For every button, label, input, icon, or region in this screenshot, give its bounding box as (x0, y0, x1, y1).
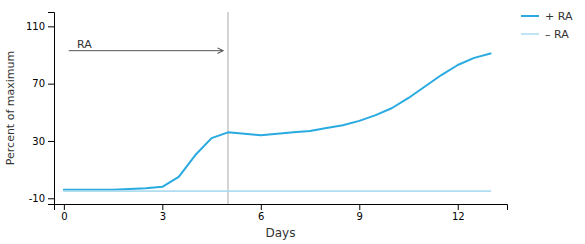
x-axis: 0 3 6 9 12 (55, 204, 508, 222)
x-tick-mark (64, 204, 65, 210)
legend: + RA – RA (521, 10, 573, 41)
y-tick: -10 (29, 193, 54, 204)
x-tick-label: 9 (357, 211, 363, 222)
legend-item: – RA (521, 28, 569, 41)
legend-swatch (521, 33, 539, 35)
series-line (64, 54, 491, 190)
arrow (69, 50, 223, 51)
legend-label: – RA (545, 28, 569, 41)
chart: 0 3 6 9 12 -10 30 70 110 Days Percent of maximum RA… (0, 0, 585, 244)
legend-swatch (521, 15, 539, 17)
x-tick-mark (458, 204, 459, 210)
x-tick: 0 (61, 204, 67, 222)
vertical-line (227, 12, 228, 204)
marks (64, 12, 491, 204)
y-axis-line (48, 13, 55, 205)
y-tick-label: 110 (26, 21, 45, 32)
x-axis-title: Days (266, 226, 296, 240)
x-tick: 3 (160, 204, 166, 222)
y-axis-title: Percent of maximum (4, 51, 17, 165)
x-tick: 9 (357, 204, 363, 222)
y-tick: 70 (32, 78, 54, 89)
x-tick-mark (261, 204, 262, 210)
y-tick-label: 70 (32, 78, 45, 89)
x-tick: 6 (258, 204, 264, 222)
y-tick-mark (48, 26, 54, 27)
annotation-label: RA (77, 38, 92, 51)
x-tick-label: 12 (452, 211, 465, 222)
x-tick-label: 6 (258, 211, 264, 222)
y-tick: 30 (32, 136, 54, 147)
x-tick-label: 3 (160, 211, 166, 222)
x-tick-mark (359, 204, 360, 210)
plot: 0 3 6 9 12 -10 30 70 110 Days Percent of maximum RA… (4, 10, 573, 240)
y-axis: -10 30 70 110 (26, 13, 55, 205)
x-tick-mark (162, 204, 163, 210)
y-tick-label: -10 (29, 193, 45, 204)
y-tick-label: 30 (32, 136, 45, 147)
y-tick-mark (48, 198, 54, 199)
x-tick-label: 0 (61, 211, 67, 222)
legend-item: + RA (521, 10, 573, 23)
series-line (64, 190, 491, 192)
y-tick-mark (48, 141, 54, 142)
y-tick: 110 (26, 21, 54, 32)
x-axis-line (55, 205, 508, 211)
legend-label: + RA (545, 10, 573, 23)
y-tick-mark (48, 84, 54, 85)
x-tick: 12 (452, 204, 465, 222)
